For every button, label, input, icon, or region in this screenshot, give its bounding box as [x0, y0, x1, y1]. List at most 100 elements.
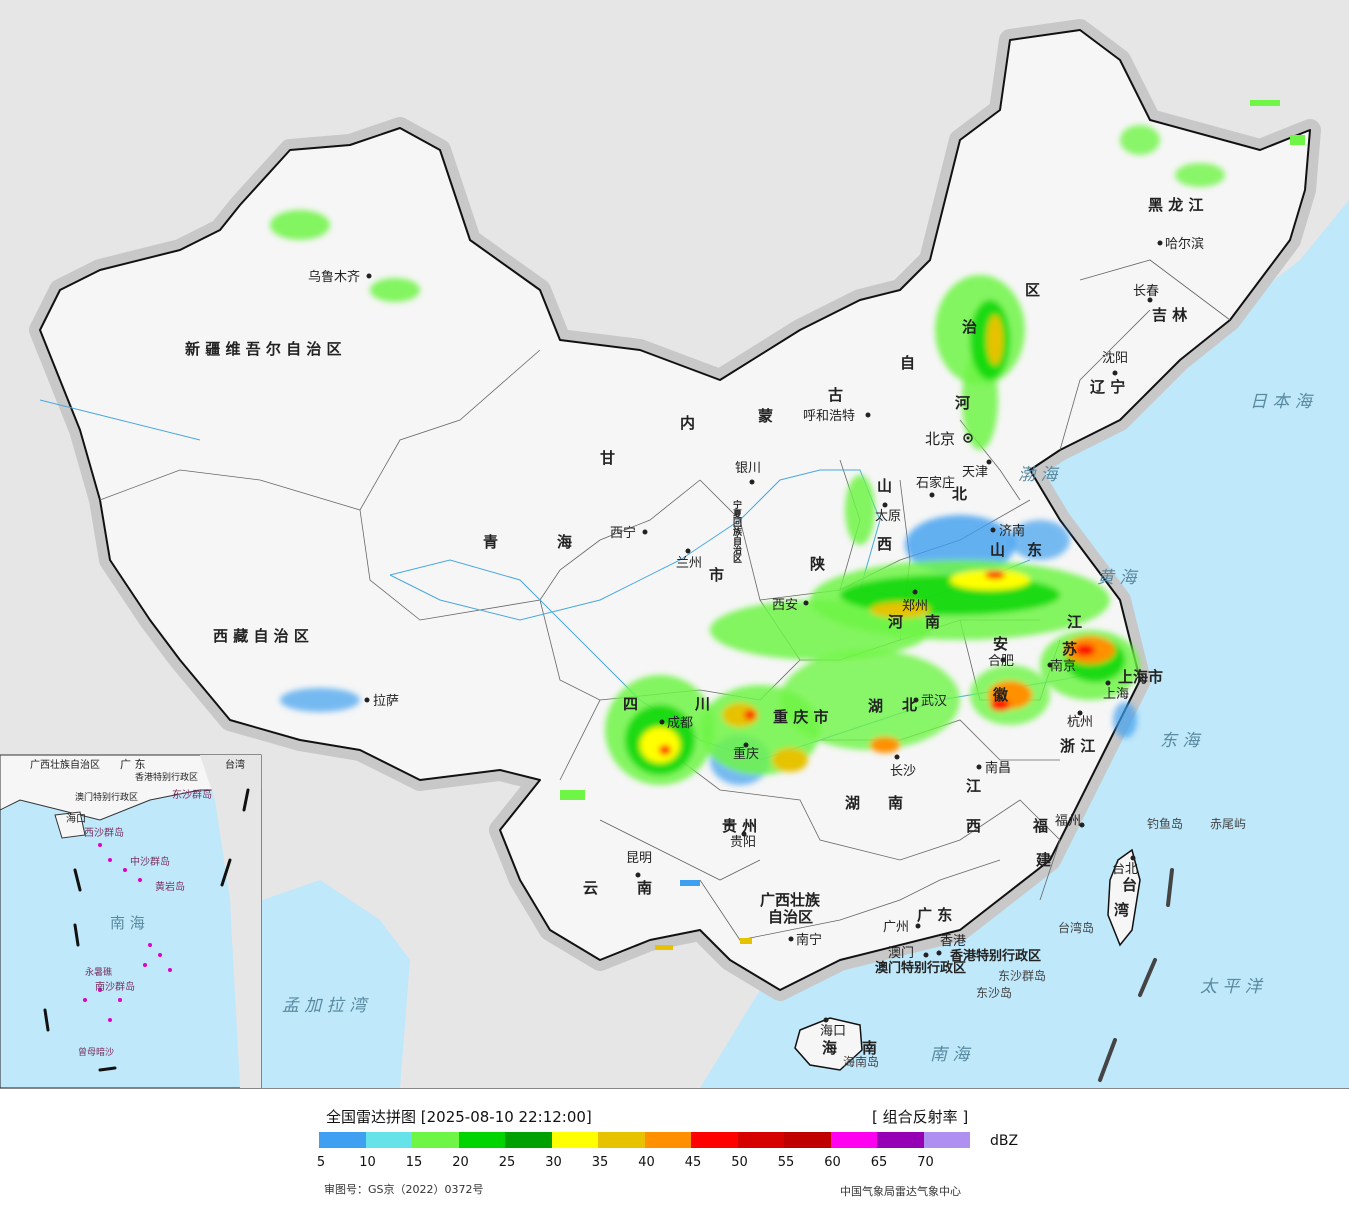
- scale-swatch: [458, 1132, 505, 1148]
- city-guiyang: 贵阳: [730, 835, 756, 850]
- sea-donghai: 东 海: [1160, 731, 1202, 751]
- label-guangxi-2: 自治区: [768, 908, 813, 926]
- scale-swatch: [412, 1132, 459, 1148]
- label-hunan-2: 南: [888, 794, 903, 812]
- inset-hongkong: 香港特别行政区: [135, 771, 198, 783]
- label-heilongjiang: 黑 龙 江: [1148, 196, 1203, 214]
- sea-bengal: [262, 880, 410, 1088]
- approval-number: 审图号：GS京（2022）0372号: [324, 1183, 484, 1196]
- label-jiangxi-1: 江: [966, 777, 981, 795]
- label-sichuan-1: 四: [623, 695, 638, 713]
- label-shandong-1: 山: [990, 541, 1005, 559]
- scale-swatch: [505, 1132, 552, 1148]
- city-haikou: 海口: [820, 1024, 846, 1039]
- label-neimeng-3: 古: [828, 386, 843, 404]
- city-hangzhou: 杭州: [1067, 715, 1093, 730]
- inset-zhongsha: 中沙群岛: [130, 855, 170, 868]
- city-lhasa: 拉萨: [373, 694, 399, 709]
- island-dongsha: 东沙岛: [976, 985, 1012, 1000]
- city-macao: 澳门: [888, 945, 914, 961]
- scale-swatch: [830, 1132, 877, 1148]
- inset-dongsha: 东沙群岛: [172, 788, 212, 801]
- city-fuzhou: 福州: [1055, 814, 1081, 829]
- map-title: 全国雷达拼图 [2025-08-10 22:12:00]: [326, 1108, 592, 1126]
- sea-east: [700, 300, 1349, 1088]
- sea-bengal: 孟 加 拉 湾: [282, 996, 369, 1016]
- label-xizang: 西 藏 自 治 区: [213, 627, 309, 645]
- city-taipei: 台北: [1112, 862, 1138, 877]
- radar-map: 南 海 广 东 广西壮族自治区 台湾 东沙群岛 西沙群岛 中沙群岛 黄岩岛 南沙…: [0, 0, 1349, 1088]
- city-beijing: 北京: [925, 430, 955, 448]
- label-hainan-1: 海: [822, 1039, 837, 1057]
- inset-xisha: 西沙群岛: [84, 826, 124, 839]
- island-taiwandao: 台湾岛: [1058, 920, 1094, 935]
- radar-echoes: [270, 125, 1225, 785]
- city-jinan: 济南: [999, 523, 1025, 539]
- inset-guangxi: 广西壮族自治区: [30, 758, 100, 771]
- inset-sea-label: 南 海: [110, 914, 145, 932]
- city-nanjing: 南京: [1050, 658, 1076, 674]
- label-jiangxi-2: 西: [966, 817, 981, 835]
- scale-tick-label: 15: [405, 1155, 423, 1170]
- label-neimeng-6: 区: [1025, 281, 1040, 299]
- scale-swatch: [923, 1132, 970, 1148]
- label-gansu-shi: 市: [709, 566, 724, 584]
- city-xian: 西安: [772, 598, 798, 613]
- scale-tick-label: 20: [452, 1155, 469, 1170]
- label-ningxia: 宁夏回族自治区: [731, 499, 743, 563]
- label-shanxi-2: 西: [877, 535, 892, 553]
- inset-yongshu: 永暑礁: [85, 966, 112, 978]
- inset-taiwan: 台湾: [225, 758, 245, 771]
- label-anhui-1: 安: [993, 635, 1008, 653]
- scale-swatch: [737, 1132, 784, 1148]
- label-hubei-2: 北: [902, 696, 917, 714]
- city-taiyuan: 太原: [875, 509, 901, 524]
- inset-huangyan: 黄岩岛: [155, 880, 185, 893]
- inset-zengmu: 曾母暗沙: [78, 1046, 114, 1058]
- label-hebei-1: 河: [955, 394, 970, 412]
- inset-south-china-sea: 南 海 广 东 广西壮族自治区 台湾 东沙群岛 西沙群岛 中沙群岛 黄岩岛 南沙…: [0, 754, 262, 1088]
- island-labels: 钓鱼岛 赤尾屿 东沙群岛 东沙岛 海南岛 台湾岛: [843, 816, 1246, 1069]
- label-macao-sar: 澳门特别行政区: [875, 960, 966, 976]
- radar-speckles: [560, 100, 1305, 950]
- city-shenyang: 沈阳: [1102, 351, 1128, 366]
- scale-swatch: [691, 1132, 738, 1148]
- label-neimeng-1: 内: [680, 414, 695, 432]
- scale-tick-label: 60: [824, 1155, 841, 1170]
- scale-tick-label: 70: [917, 1155, 934, 1170]
- city-hefei: 合肥: [988, 654, 1014, 669]
- city-yinchuan: 银川: [735, 461, 761, 476]
- label-hongkong-sar: 香港特别行政区: [949, 948, 1041, 964]
- sea-nanhai: 南 海: [930, 1045, 972, 1065]
- label-guangdong: 广 东: [917, 906, 952, 924]
- scale-swatch: [644, 1132, 691, 1148]
- label-jiangsu-2: 苏: [1062, 640, 1077, 658]
- unit-label: dBZ: [990, 1133, 1019, 1149]
- label-fujian-1: 福: [1032, 817, 1048, 835]
- label-henan-1: 河: [888, 613, 903, 631]
- city-labels: 乌鲁木齐 拉萨 西宁 兰州 银川 呼和浩特 北京 天津 石家庄 太原 济南 郑州…: [308, 236, 1204, 1039]
- city-guangzhou: 广州: [883, 920, 909, 935]
- label-taiwan-2: 湾: [1114, 901, 1129, 919]
- city-xining: 西宁: [610, 525, 636, 541]
- label-liaoning: 辽 宁: [1090, 378, 1125, 396]
- sea-japan: [1210, 200, 1349, 330]
- scale-swatch: [877, 1132, 924, 1148]
- scale-swatch: [598, 1132, 645, 1148]
- sea-taipingyang: 太 平 洋: [1200, 977, 1264, 997]
- label-zhejiang: 浙 江: [1060, 737, 1095, 755]
- label-shaanxi: 陕: [810, 555, 825, 573]
- city-chengdu: 成都: [667, 716, 693, 731]
- label-gansu: 甘: [600, 449, 615, 467]
- inset-macao: 澳门特别行政区: [75, 791, 138, 803]
- city-nanning: 南宁: [796, 932, 822, 948]
- city-kunming: 昆明: [626, 851, 652, 866]
- label-taiwan-1: 台: [1122, 876, 1137, 894]
- label-sichuan-2: 川: [694, 695, 710, 713]
- label-xinjiang: 新 疆 维 吾 尔 自 治 区: [185, 340, 342, 358]
- producer-label: 中国气象局雷达气象中心: [840, 1185, 961, 1198]
- scale-swatch: [365, 1132, 412, 1148]
- inset-nansha: 南沙群岛: [95, 980, 135, 993]
- scale-tick-label: 45: [684, 1155, 702, 1170]
- city-chongqing: 重庆: [733, 746, 759, 762]
